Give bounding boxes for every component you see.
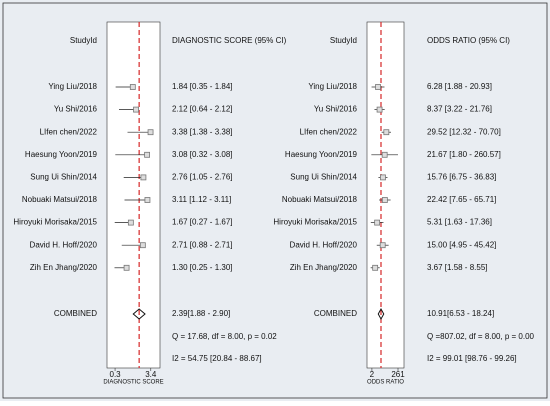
value-label: 3.11 [1.12 - 3.11] [172,195,231,204]
point-marker [129,84,136,90]
id-header: StudyId [330,36,357,45]
q-statistic: Q =807.02, df = 8.00, p = 0.00 [427,332,535,341]
i2-statistic: I2 = 99.01 [98.76 - 99.26] [427,354,517,363]
point-marker [127,219,134,226]
study-label: Zih En Jhang/2020 [30,263,98,272]
x-axis-title: ODDS RATIO [367,380,404,386]
value-label: 3.08 [0.32 - 3.08] [172,150,233,159]
point-marker [379,242,386,249]
study-label: Nobuaki Matsui/2018 [282,195,358,204]
value-label: 1.67 [0.27 - 1.67] [172,218,233,227]
value-label: 15.76 [6.75 - 36.83] [427,173,496,182]
combined-diamond [132,308,146,320]
value-label: 29.52 [12.32 - 70.70] [427,127,501,136]
combined-value: 10.91[6.53 - 18.24] [427,309,494,318]
plot-area [366,21,405,369]
value-label: 1.30 [0.25 - 1.30] [172,263,233,272]
study-label: Ying Liu/2018 [48,82,97,91]
point-marker [381,151,388,158]
value-label: 15.00 [4.95 - 45.42] [427,240,496,249]
value-label: 6.28 [1.88 - 20.93] [427,82,492,91]
study-label: Sung Ui Shin/2014 [290,173,357,182]
point-marker [375,84,381,90]
frame [2,2,548,399]
value-label: 3.67 [1.58 - 8.55] [427,263,488,272]
study-label: LIfen chen/2022 [40,127,98,136]
point-marker [376,106,383,113]
q-statistic: Q = 17.68, df = 8.00, p = 0.02 [172,332,277,341]
study-label: Hiroyuki Morisaka/2015 [13,218,97,227]
plot-area [106,21,161,369]
point-marker [372,264,379,271]
combined-diamond [377,307,385,321]
value-label: 21.67 [1.80 - 260.57] [427,150,501,159]
point-marker [381,197,388,203]
x-tick-label: 0.3 [110,370,122,379]
point-marker [123,264,130,271]
point-marker [380,174,386,181]
x-tick-label: 2 [370,370,375,379]
x-tick-label: 3.4 [145,370,157,379]
study-label: LIfen chen/2022 [300,127,358,136]
value-label: 5.31 [1.63 - 17.36] [427,218,492,227]
value-label: 1.84 [0.35 - 1.84] [172,82,233,91]
study-label: Yu Shi/2016 [54,105,98,114]
i2-statistic: I2 = 54.75 [20.84 - 88.67] [172,354,262,363]
id-header: StudyId [70,36,97,45]
study-label: Ying Liu/2018 [308,82,357,91]
study-label: Hiroyuki Morisaka/2015 [273,218,357,227]
value-label: 2.12 [0.64 - 2.12] [172,105,233,114]
point-marker [140,174,147,181]
x-tick-label: 261 [391,370,405,379]
study-label: David H. Hoff/2020 [290,240,358,249]
combined-label: COMBINED [54,309,97,318]
study-label: Zih En Jhang/2020 [290,263,358,272]
point-marker [133,106,139,113]
stat-header: DIAGNOSTIC SCORE (95% CI) [172,36,287,45]
point-marker [144,197,151,203]
x-axis-title: DIAGNOSTIC SCORE [103,380,163,386]
value-label: 22.42 [7.65 - 65.71] [427,195,496,204]
study-label: Haesung Yoon/2019 [285,150,358,159]
study-label: Sung Ui Shin/2014 [30,173,97,182]
study-label: David H. Hoff/2020 [30,240,98,249]
combined-label: COMBINED [314,309,357,318]
value-label: 3.38 [1.38 - 3.38] [172,127,233,136]
point-marker [383,129,390,136]
point-marker [139,242,146,249]
point-marker [147,129,154,136]
combined-value: 2.39[1.88 - 2.90] [172,309,230,318]
point-marker [144,151,150,158]
study-label: Yu Shi/2016 [314,105,358,114]
study-label: Haesung Yoon/2019 [25,150,98,159]
stat-header: ODDS RATIO (95% CI) [427,36,510,45]
study-label: Nobuaki Matsui/2018 [22,195,98,204]
point-marker [374,219,381,226]
value-label: 2.71 [0.88 - 2.71] [172,240,233,249]
value-label: 8.37 [3.22 - 21.76] [427,105,492,114]
value-label: 2.76 [1.05 - 2.76] [172,173,233,182]
